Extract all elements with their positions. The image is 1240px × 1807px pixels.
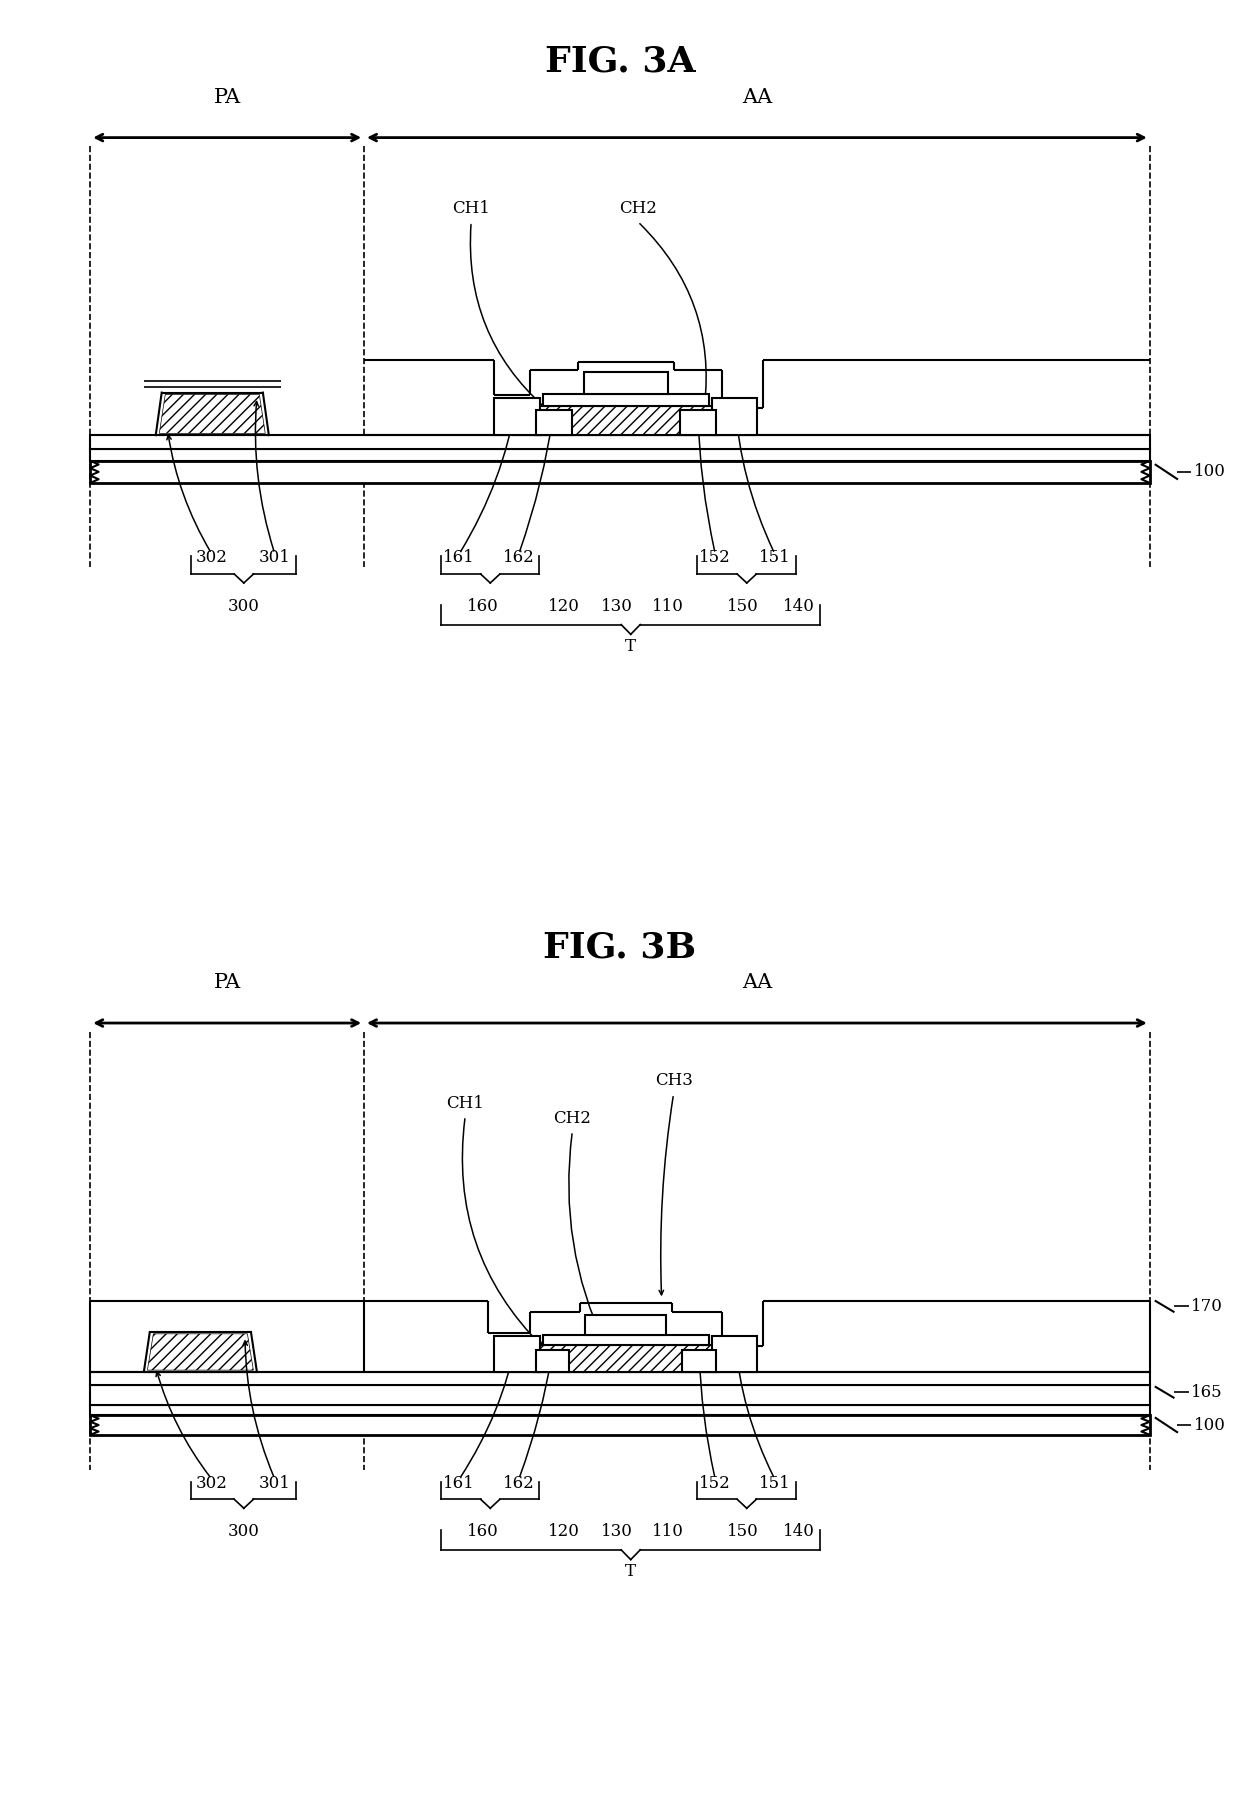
Bar [91,1404,1149,1415]
Bar [712,398,758,435]
Text: 301: 301 [259,549,290,566]
Text: 151: 151 [759,549,791,566]
Text: 160: 160 [467,1523,498,1540]
Text: 152: 152 [699,549,732,566]
Text: FIG. 3B: FIG. 3B [543,931,697,965]
Text: 120: 120 [548,1523,580,1540]
Bar [91,1372,1149,1386]
Text: 120: 120 [548,598,580,614]
Text: 300: 300 [228,1523,259,1540]
Bar [533,1346,718,1372]
Text: PA: PA [213,972,241,992]
Text: 170: 170 [1192,1297,1224,1315]
Text: 302: 302 [196,1475,228,1491]
Bar [91,1386,1149,1404]
Text: CH2: CH2 [619,201,657,217]
Bar [91,461,1149,482]
Bar [712,1337,758,1372]
Bar [585,1315,666,1335]
Bar [533,407,718,435]
Text: 302: 302 [196,549,228,566]
Text: T: T [625,638,636,654]
Bar [543,394,709,407]
Bar [91,435,1149,450]
Text: 151: 151 [759,1475,791,1491]
Text: 161: 161 [444,549,475,566]
Polygon shape [159,394,265,434]
Bar [680,410,715,435]
Text: PA: PA [213,87,241,107]
Text: 110: 110 [652,1523,683,1540]
Text: 110: 110 [652,598,683,614]
Text: 161: 161 [444,1475,475,1491]
Text: FIG. 3A: FIG. 3A [544,45,696,80]
Text: CH3: CH3 [655,1072,692,1090]
Text: 301: 301 [259,1475,290,1491]
Bar [682,1350,715,1372]
Bar [543,1335,709,1346]
Text: T: T [625,1563,636,1579]
Text: 130: 130 [600,598,632,614]
Bar [495,398,539,435]
Text: 150: 150 [727,598,759,614]
Bar [584,372,667,394]
Text: 130: 130 [600,1523,632,1540]
Text: 165: 165 [1192,1384,1223,1400]
Text: 100: 100 [1194,463,1225,481]
Text: 150: 150 [727,1523,759,1540]
Text: CH2: CH2 [553,1109,591,1126]
Text: 140: 140 [782,598,815,614]
Bar [536,410,572,435]
Bar [536,1350,569,1372]
Text: CH1: CH1 [453,201,490,217]
Text: 160: 160 [467,598,498,614]
Text: 300: 300 [228,598,259,614]
Text: 100: 100 [1194,1417,1225,1433]
Text: 152: 152 [699,1475,732,1491]
Text: AA: AA [742,87,773,107]
Text: 140: 140 [782,1523,815,1540]
Text: 162: 162 [503,1475,534,1491]
Bar [495,1337,539,1372]
Bar [91,1415,1149,1435]
Bar [91,450,1149,461]
Text: AA: AA [742,972,773,992]
Text: CH1: CH1 [446,1095,484,1111]
Text: 162: 162 [503,549,534,566]
Polygon shape [148,1334,253,1370]
